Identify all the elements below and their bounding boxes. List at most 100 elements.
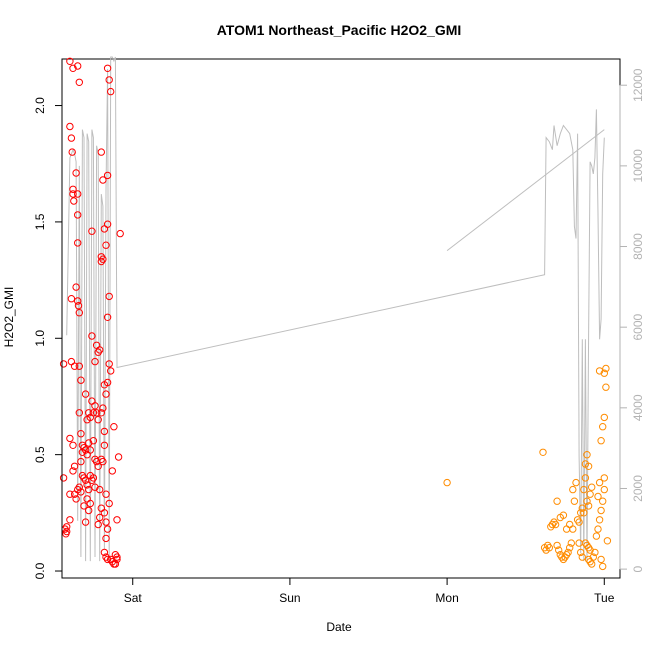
data-point (599, 497, 607, 505)
data-point (583, 497, 591, 505)
data-point (74, 239, 82, 247)
data-point (92, 409, 101, 417)
y2-tick-label: 8000 (631, 233, 645, 260)
data-point (102, 553, 110, 561)
data-point (580, 509, 588, 517)
data-point (105, 499, 113, 508)
data-point (592, 532, 601, 540)
data-point (595, 516, 604, 524)
y2-tick-label: 10000 (631, 149, 645, 183)
data-point (580, 485, 588, 494)
data-point (588, 560, 596, 568)
data-point (74, 211, 82, 219)
data-point (114, 453, 123, 461)
data-point (96, 485, 104, 494)
data-point (59, 360, 68, 368)
data-point (105, 76, 113, 84)
data-point (594, 525, 602, 533)
data-point (544, 541, 552, 550)
data-point (75, 409, 84, 417)
data-point (110, 423, 118, 431)
data-point (66, 490, 74, 498)
data-point (107, 367, 115, 375)
data-point (443, 478, 451, 487)
data-point (89, 409, 98, 417)
data-point (113, 516, 121, 524)
data-point (81, 518, 90, 526)
data-point (89, 437, 98, 445)
data-point (595, 367, 604, 375)
data-point (80, 502, 88, 510)
y2-tick-label: 12000 (631, 68, 645, 102)
data-point (62, 530, 70, 538)
data-point (69, 185, 77, 194)
data-point (74, 297, 82, 305)
data-point (589, 553, 597, 561)
y2-tick-label: 0 (631, 565, 645, 572)
data-point (578, 504, 586, 512)
data-point (570, 497, 579, 505)
x-axis: Sat Sun Mon Tue (124, 577, 615, 605)
data-point (597, 555, 605, 564)
data-point (583, 451, 591, 459)
data-point (559, 511, 568, 519)
data-point (600, 413, 608, 422)
data-point (97, 455, 106, 463)
y-axis-label: H2O2_GMI (2, 287, 16, 348)
data-point (588, 483, 596, 491)
data-point (569, 485, 577, 494)
data-point (86, 446, 95, 454)
data-point (595, 478, 604, 487)
data-point (113, 555, 121, 564)
series-line-2 (66, 56, 605, 562)
data-point (600, 369, 608, 377)
data-point (105, 360, 113, 368)
data-point (96, 346, 104, 354)
data-point (581, 474, 590, 482)
data-point (75, 309, 84, 317)
data-point (102, 534, 110, 543)
data-point (77, 457, 85, 466)
data-point (103, 171, 112, 180)
data-point (575, 539, 583, 547)
data-point (91, 402, 99, 410)
data-point (599, 423, 607, 431)
data-point (74, 62, 82, 70)
y-tick-label: 1.0 (33, 330, 47, 347)
data-point (599, 562, 607, 571)
data-point (75, 362, 84, 370)
data-point (66, 122, 74, 131)
data-point (62, 523, 71, 531)
data-point (69, 441, 77, 449)
y-tick-label: 0.5 (33, 446, 47, 463)
data-point (108, 467, 117, 475)
data-point (597, 506, 605, 515)
data-point (94, 520, 102, 529)
data-point (553, 497, 561, 505)
y-axis: 0.0 0.5 1.0 1.5 2.0 (33, 97, 63, 579)
data-point (86, 499, 95, 508)
data-point (85, 506, 93, 515)
data-point (577, 548, 585, 557)
data-point (600, 485, 608, 494)
data-point (578, 553, 586, 561)
data-point (603, 537, 612, 545)
data-point (586, 490, 594, 498)
data-point (116, 229, 124, 238)
data-point (602, 383, 610, 391)
data-point (100, 509, 109, 517)
data-point (97, 148, 106, 156)
data-point (97, 257, 106, 266)
data-point (70, 462, 79, 470)
data-point (78, 448, 87, 456)
data-point (88, 332, 96, 340)
data-point (83, 481, 91, 489)
data-point (80, 444, 88, 452)
data-point (97, 409, 106, 417)
data-point (72, 169, 80, 177)
data-point (105, 292, 113, 301)
data-point (600, 474, 608, 482)
data-point (69, 467, 77, 475)
data-point (99, 457, 107, 466)
chart-title: ATOM1 Northeast_Pacific H2O2_GMI (217, 22, 462, 38)
